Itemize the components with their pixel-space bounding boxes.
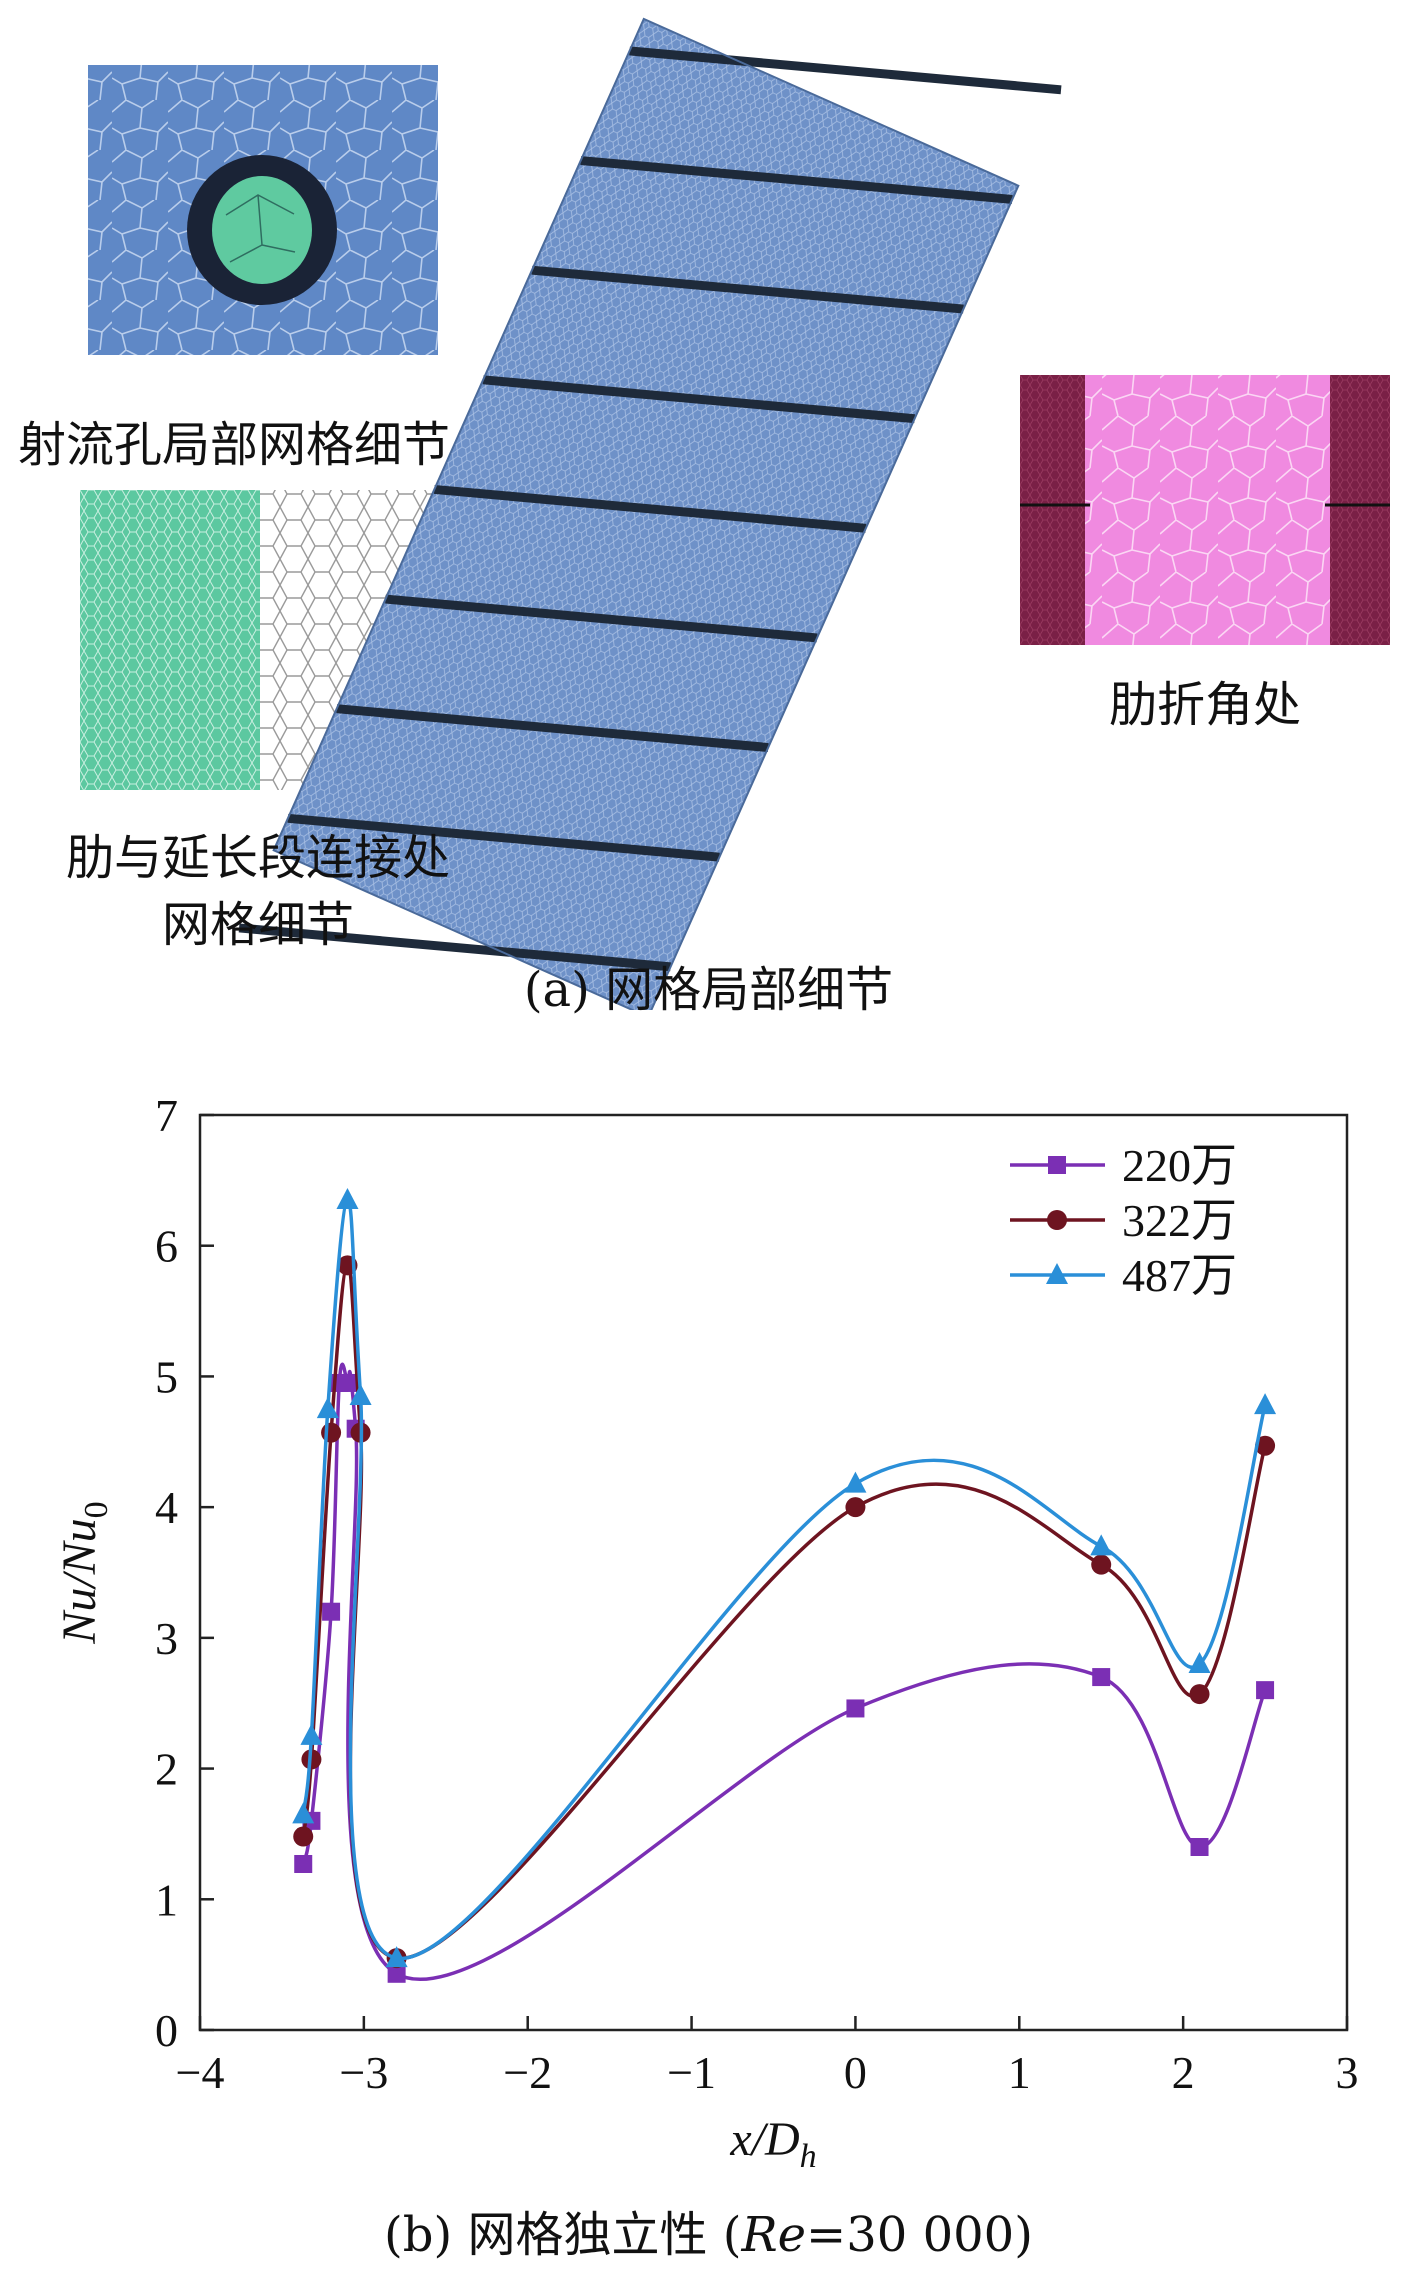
legend-label: 487万 bbox=[1122, 1250, 1237, 1301]
legend-label: 220万 bbox=[1122, 1140, 1237, 1191]
data-point bbox=[1255, 1435, 1276, 1456]
data-point bbox=[1092, 1668, 1111, 1687]
x-axis-label: x/Dh bbox=[729, 2113, 816, 2175]
figure-a-caption: (a) 网格局部细节 bbox=[523, 962, 894, 1018]
y-tick-label: 6 bbox=[155, 1221, 178, 1272]
rib-junction-label-line1: 肋与延长段连接处 bbox=[65, 830, 450, 886]
y-axis-label: Nu/Nu0 bbox=[53, 1501, 115, 1644]
data-point bbox=[336, 1187, 359, 1209]
data-point bbox=[1256, 1681, 1275, 1700]
data-point bbox=[1190, 1838, 1209, 1856]
data-point bbox=[293, 1826, 314, 1847]
x-tick-label: 1 bbox=[1008, 2047, 1031, 2098]
data-point bbox=[292, 1802, 315, 1824]
rib-corner-label: 肋折角处 bbox=[1108, 677, 1301, 733]
data-point bbox=[844, 1471, 867, 1493]
rib-corner-mesh-image bbox=[1020, 375, 1390, 645]
nu-ratio-chart: −4 −3 −2 −1 0 1 2 3 0 1 2 3 4 5 6 7 x/Dh Nu/Nu0 220万322万48… bbox=[53, 1090, 1359, 2175]
data-point bbox=[338, 1373, 357, 1392]
y-tick-label: 4 bbox=[155, 1482, 178, 1533]
y-tick-label: 3 bbox=[155, 1613, 178, 1664]
data-point bbox=[321, 1422, 342, 1443]
data-point bbox=[1090, 1534, 1113, 1556]
y-tick-label: 1 bbox=[155, 1874, 178, 1925]
y-tick-label: 0 bbox=[155, 2005, 178, 2056]
x-tick-label: 2 bbox=[1172, 2047, 1195, 2098]
series-2 bbox=[292, 1187, 1277, 1968]
x-tick-label: −1 bbox=[667, 2047, 716, 2098]
data-point bbox=[387, 1964, 406, 1983]
data-point bbox=[349, 1384, 372, 1406]
data-point bbox=[1254, 1393, 1277, 1415]
channel-mesh-image bbox=[238, 17, 1062, 1010]
x-tick-label: −2 bbox=[503, 2047, 552, 2098]
x-tick-label: 3 bbox=[1336, 2047, 1359, 2098]
rib-junction-label-line2: 网格细节 bbox=[161, 897, 354, 953]
figure-b-caption-re: Re bbox=[741, 2207, 807, 2263]
x-tick-label: 0 bbox=[844, 2047, 867, 2098]
jet-hole-label: 射流孔局部网格细节 bbox=[18, 417, 451, 473]
series-line bbox=[301, 1362, 1267, 1982]
legend-label: 322万 bbox=[1122, 1195, 1237, 1246]
plot-frame bbox=[198, 1113, 1349, 2032]
x-tick-label: −3 bbox=[339, 2047, 388, 2098]
y-tick-label: 5 bbox=[155, 1351, 178, 1402]
legend-marker bbox=[1046, 1263, 1068, 1284]
figure-a-mesh-images bbox=[80, 17, 1390, 1010]
series-0 bbox=[294, 1362, 1275, 1983]
data-point bbox=[1188, 1652, 1211, 1673]
figure-b-caption: (b) 网格独立性 (Re=30 000) bbox=[0, 2195, 1417, 2265]
legend-marker bbox=[1048, 1156, 1066, 1174]
data-point bbox=[294, 1854, 313, 1873]
jet-hole-mesh-image bbox=[88, 65, 438, 355]
legend-marker bbox=[1047, 1210, 1067, 1230]
series-line bbox=[301, 1263, 1267, 1960]
data-point bbox=[1091, 1554, 1112, 1575]
data-point bbox=[1189, 1684, 1210, 1705]
y-tick-label: 7 bbox=[155, 1090, 178, 1141]
y-tick-label: 2 bbox=[155, 1744, 178, 1795]
series-1 bbox=[293, 1255, 1276, 1969]
data-point bbox=[385, 1946, 408, 1968]
figure-b-caption-prefix: (b) 网格独立性 ( bbox=[384, 2207, 742, 2263]
data-point bbox=[846, 1699, 865, 1718]
series-line bbox=[301, 1198, 1267, 1960]
data-point bbox=[316, 1397, 339, 1419]
data-point bbox=[322, 1602, 341, 1621]
x-tick-label: −4 bbox=[176, 2047, 225, 2098]
data-point bbox=[845, 1497, 866, 1518]
figure-b-caption-suffix: =30 000) bbox=[806, 2207, 1033, 2263]
data-point bbox=[300, 1723, 323, 1745]
